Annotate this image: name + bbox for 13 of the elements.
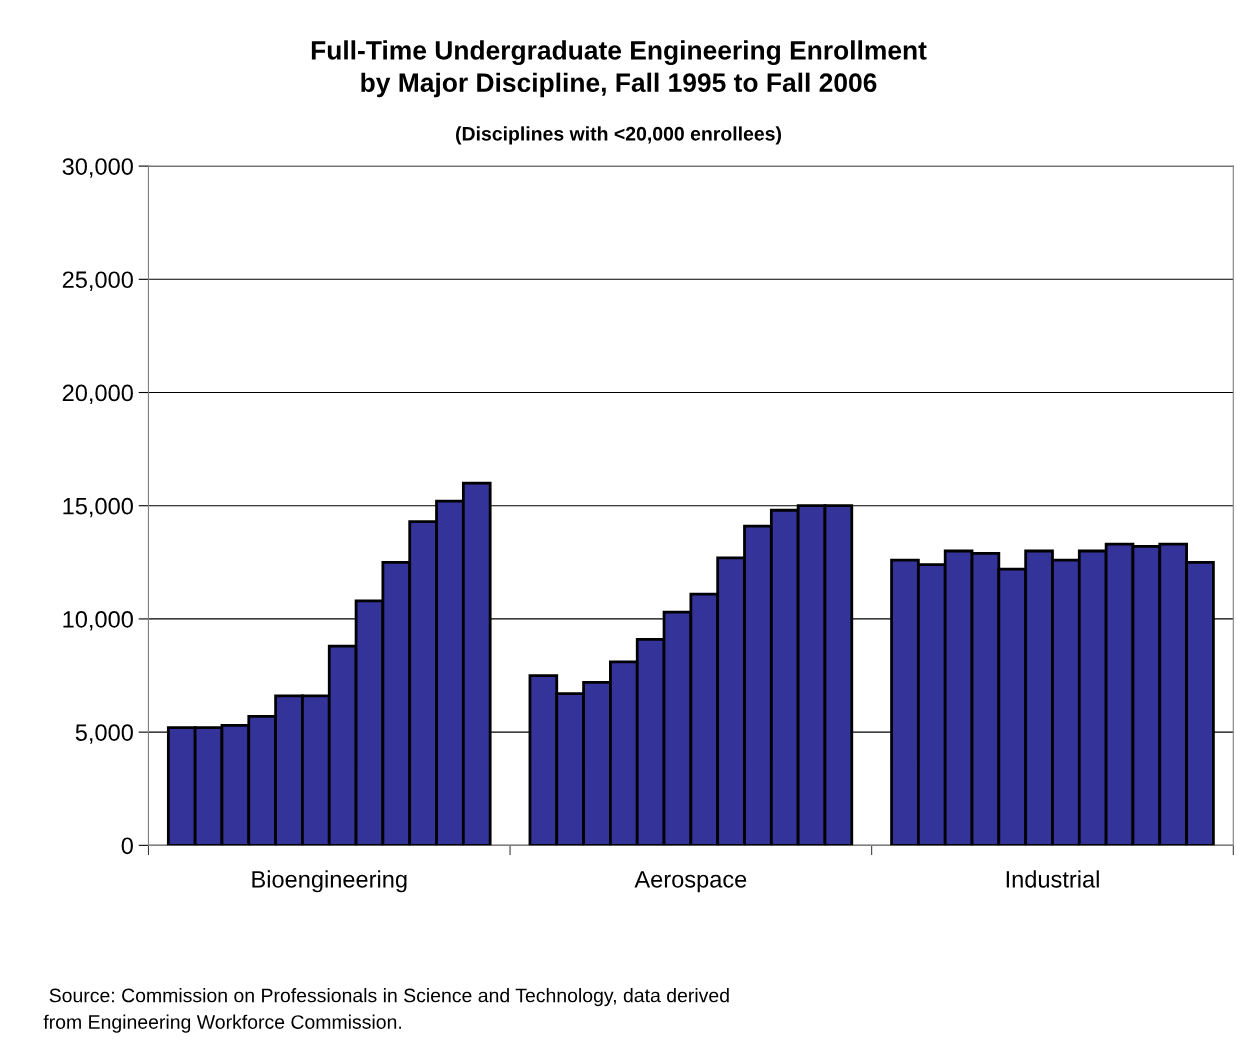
y-tick-label: 5,000 (75, 724, 133, 744)
chart-subtitle: (Disciplines with <20,000 enrollees) (456, 126, 781, 145)
x-tick-label: Aerospace (634, 871, 747, 893)
chart-title: Full-Time Undergraduate Engineering Enrollment by Major Discipline, Fall 1995 to Fall 2006 (311, 40, 927, 98)
y-tick-label: 15,000 (63, 497, 133, 518)
y-tick-label: 0 (121, 837, 133, 855)
y-tick-label: 20,000 (62, 384, 133, 405)
y-tick-label: 10,000 (63, 611, 133, 631)
x-tick-label: Bioengineering (252, 870, 407, 893)
y-tick-label: 30,000 (62, 158, 133, 178)
x-tick-label: Industrial (1006, 870, 1099, 888)
y-tick-label: 25,000 (62, 271, 133, 291)
text: Source: Commission on Professionals in Science and Technology, data derived from Engineering Workforce Commission. (43, 988, 729, 1033)
